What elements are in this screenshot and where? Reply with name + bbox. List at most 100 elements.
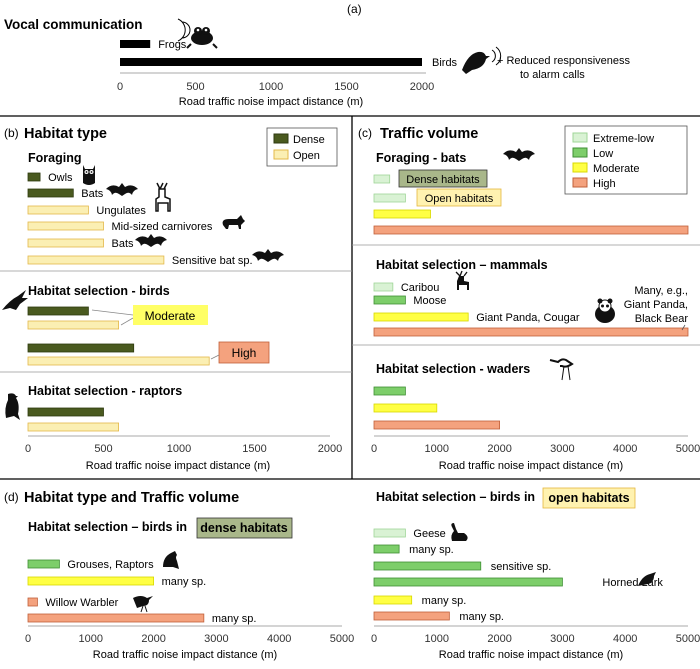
panel-a-note-line2: to alarm calls: [520, 69, 585, 81]
panel-d-dense-bar: [27, 613, 205, 623]
panel-a-bar-label: Birds: [432, 57, 458, 69]
panel-b-bar: [27, 407, 104, 417]
panel-d-open-bar-label: Horned Lark: [602, 577, 663, 589]
panel-b-bar: [27, 255, 165, 265]
panel-d-left-tick-label: 5000: [330, 633, 354, 645]
panel-d-open-bar-label: many sp.: [459, 611, 504, 623]
fox-icon: [222, 215, 245, 229]
panel-c-tick-label: 0: [371, 443, 377, 455]
panel-d-left-tick-label: 3000: [204, 633, 228, 645]
panel-d-open-bar-label: sensitive sp.: [491, 561, 552, 573]
legend-extreme-low-label: Extreme-low: [593, 133, 654, 145]
legend-high-label: High: [593, 178, 616, 190]
panel-d-right-tick-label: 2000: [487, 633, 511, 645]
panel-d-right-tick-label: 4000: [613, 633, 637, 645]
panel-c-tick-label: 5000: [676, 443, 700, 455]
panel-a-tag: (a): [347, 2, 362, 16]
panel-d-open-bar: [373, 561, 482, 571]
high-callout-pointer: [210, 354, 220, 360]
panel-c-many-line3: Black Bear: [635, 313, 689, 325]
panel-c-tick-label: 4000: [613, 443, 637, 455]
eagle-icon: [2, 290, 28, 310]
panel-b-sub-foraging: Foraging: [28, 151, 81, 165]
dense-habitats-tag-box: [398, 169, 488, 188]
panel-c-sub-bats: Foraging - bats: [376, 151, 466, 165]
legend-open-label: Open: [293, 150, 320, 162]
moderate-callout-label: Moderate: [145, 309, 196, 323]
panel-c-bar: [373, 327, 689, 337]
panel-d-right-tick-label: 0: [371, 633, 377, 645]
panel-d-right-tick-label: 3000: [550, 633, 574, 645]
panel-b-bar: [27, 221, 104, 231]
legend-moderate-label: Moderate: [593, 163, 639, 175]
panel-b-bar-label: Bats: [112, 238, 135, 250]
panel-a-tick-label: 1500: [334, 81, 358, 93]
panel-b-bar-label: Sensitive bat sp.: [172, 255, 253, 267]
legend-moderate-swatch: [572, 162, 588, 173]
panel-d-title: Habitat type and Traffic volume: [24, 490, 239, 506]
panel-c-bar-label: Moose: [413, 295, 446, 307]
warbler-icon: [133, 596, 153, 613]
lark-icon: [638, 572, 656, 586]
panel-c-tick-label: 1000: [425, 443, 449, 455]
panel-d-dense-bar-label: Willow Warbler: [45, 597, 118, 609]
panel-b-bar-label: Mid-sized carnivores: [112, 221, 213, 233]
legend-dense-swatch: [273, 133, 289, 144]
panel-b-xlabel: Road traffic noise impact distance (m): [86, 460, 270, 472]
panel-a-note-line1: + Reduced responsiveness: [497, 55, 630, 67]
panel-d-open-bar: [373, 544, 400, 554]
panel-b-bar: [27, 343, 135, 353]
panel-b-legend: Dense Open: [266, 127, 338, 167]
panel-c-sub-waders: Habitat selection - waders: [376, 362, 530, 376]
panel-d-right-tick-label: 5000: [676, 633, 700, 645]
panel-d-right-tick-label: 1000: [425, 633, 449, 645]
panel-d-dense-bar: [27, 576, 154, 586]
panel-b-bar: [27, 172, 41, 182]
panel-b-bar: [27, 238, 104, 248]
grouse-icon: [163, 551, 179, 569]
deer-icon: [155, 182, 171, 212]
panel-c-bar: [373, 295, 406, 305]
panel-a-bar-label: Frogs: [158, 39, 187, 51]
panda-icon: [595, 298, 615, 323]
panel-c-title: Traffic volume: [380, 126, 478, 142]
panel-c-xlabel: Road traffic noise impact distance (m): [439, 460, 623, 472]
panel-c-bar: [373, 193, 406, 203]
panel-c-many-line1: Many, e.g.,: [634, 285, 688, 297]
panel-c-bar: [373, 282, 394, 292]
panel-b: (b) Habitat type Foraging Habitat select…: [0, 126, 352, 472]
panel-b-tick-label: 0: [25, 443, 31, 455]
legend-open-swatch: [273, 149, 289, 160]
dense-habitats-tag-label: Dense habitats: [406, 174, 480, 186]
panel-b-bar: [27, 356, 210, 366]
panel-c-bar: [373, 209, 431, 219]
panel-a-tick-label: 500: [186, 81, 204, 93]
panel-c-bar: [373, 312, 469, 322]
moderate-callout-pointer-2: [120, 317, 134, 326]
panel-c-bar: [373, 174, 391, 184]
panel-b-bar: [27, 306, 89, 316]
goose-icon: [451, 523, 468, 541]
raptor-icon: [5, 393, 20, 420]
high-callout-box: [218, 341, 270, 364]
panel-d-left-tick-label: 1000: [79, 633, 103, 645]
open-habitats-title-box: [542, 487, 636, 509]
panel-c: (c) Traffic volume Foraging - bats Habit…: [352, 125, 700, 472]
panel-c-legend: Extreme-low Low Moderate High: [564, 125, 688, 195]
panel-b-bar: [27, 320, 119, 330]
panel-d-sub-open-box: open habitats: [548, 491, 629, 505]
panel-d-dense-bar: [27, 559, 60, 569]
panel-b-tick-label: 1500: [242, 443, 266, 455]
panel-d-left-tick-label: 2000: [141, 633, 165, 645]
panel-b-sub-birds: Habitat selection - birds: [28, 284, 170, 298]
open-habitats-tag-box: [416, 188, 502, 207]
owl-icon: [83, 165, 95, 185]
panel-d-open-bar-label: Geese: [413, 528, 445, 540]
panel-a: (a) Vocal communication Frogs Birds 0 500 1…: [4, 2, 630, 108]
panel-c-bar: [373, 420, 500, 430]
heron-icon: [549, 358, 574, 381]
bat-icon: [106, 183, 138, 196]
panel-d-left-tick-label: 0: [25, 633, 31, 645]
panel-d-sub-dense-box: dense habitats: [200, 521, 288, 535]
